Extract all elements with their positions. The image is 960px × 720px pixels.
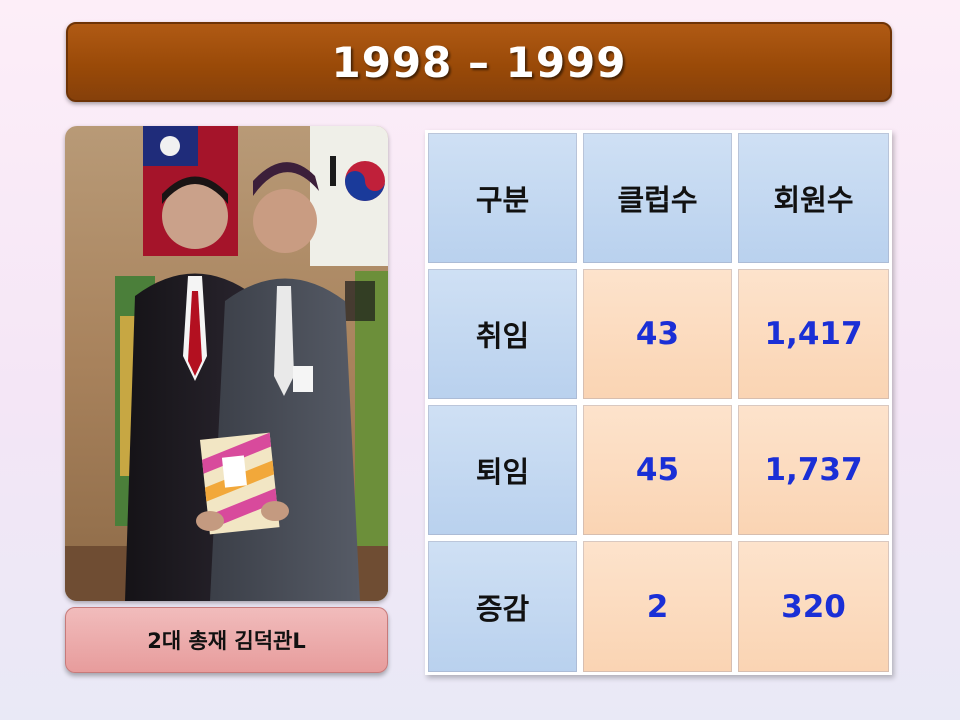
members-cell: 1,737 bbox=[735, 402, 892, 538]
photo-caption: 2대 총재 김덕관L bbox=[65, 607, 388, 673]
row-label: 취임 bbox=[475, 319, 530, 353]
members-cell: 1,417 bbox=[735, 266, 892, 402]
row-label: 퇴임 bbox=[475, 455, 530, 489]
caption-text: 2대 총재 김덕관L bbox=[147, 629, 306, 653]
clubs-cell: 2 bbox=[580, 538, 735, 675]
header-label: 클럽수 bbox=[617, 183, 698, 217]
clubs-cell: 45 bbox=[580, 402, 735, 538]
members-value: 1,737 bbox=[764, 452, 863, 488]
title-banner: 1998 – 1999 bbox=[66, 22, 892, 102]
award-photo bbox=[65, 126, 388, 601]
header-cell-members: 회원수 bbox=[735, 130, 892, 266]
header-label: 회원수 bbox=[773, 183, 854, 217]
clubs-value: 43 bbox=[635, 316, 680, 352]
members-cell: 320 bbox=[735, 538, 892, 675]
row-label: 증감 bbox=[475, 591, 530, 626]
members-value: 1,417 bbox=[764, 316, 863, 352]
header-cell-category: 구분 bbox=[425, 130, 580, 266]
stats-table: 구분 클럽수 회원수 취임 43 1,417 퇴임 45 1,737 증감 2 … bbox=[425, 130, 892, 675]
members-value: 320 bbox=[781, 588, 846, 625]
row-label-cell: 증감 bbox=[425, 538, 580, 675]
row-label-cell: 퇴임 bbox=[425, 402, 580, 538]
row-label-cell: 취임 bbox=[425, 266, 580, 402]
header-cell-clubs: 클럽수 bbox=[580, 130, 735, 266]
clubs-value: 2 bbox=[646, 588, 669, 625]
clubs-value: 45 bbox=[635, 452, 680, 488]
page-title: 1998 – 1999 bbox=[331, 37, 627, 87]
header-label: 구분 bbox=[475, 183, 530, 217]
clubs-cell: 43 bbox=[580, 266, 735, 402]
